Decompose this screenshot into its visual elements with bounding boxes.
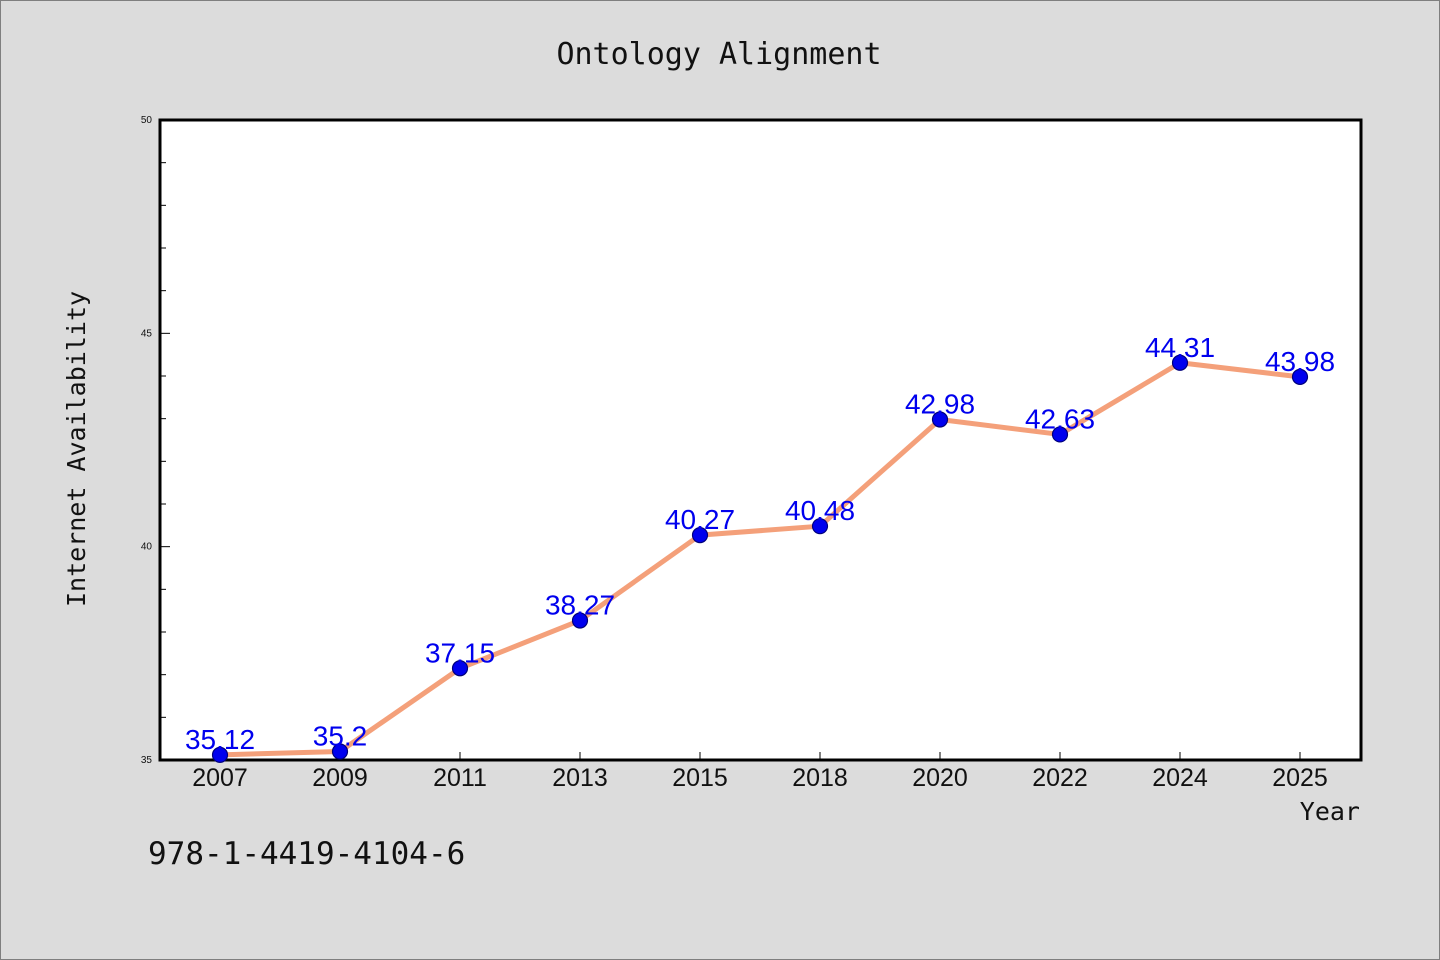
x-tick-label: 2011 xyxy=(433,764,487,792)
y-tick-label: 50 xyxy=(141,115,153,126)
data-point xyxy=(211,746,229,763)
series-layer xyxy=(211,354,1309,763)
y-axis-label: Internet Availability xyxy=(62,291,91,607)
y-tick-label: 35 xyxy=(141,755,153,766)
plot-area xyxy=(158,118,1363,762)
x-axis-ticks: 2007 2009 2011 2013 2015 2018 2020 2022 2024 2025 xyxy=(192,752,1328,792)
y-axis-ticks: 35 40 45 50 xyxy=(141,115,170,766)
data-labels: 35.12 35.2 37.15 38.27 40.27 40.48 42.98 42.63 4… xyxy=(185,332,1335,755)
data-label: 44.31 xyxy=(1145,332,1215,363)
data-label: 35.2 xyxy=(313,720,368,751)
data-label: 38.27 xyxy=(545,589,615,620)
x-tick-label: 2015 xyxy=(672,764,728,792)
y-tick-label: 40 xyxy=(141,542,153,553)
y-tick-label: 45 xyxy=(141,328,153,339)
data-label: 42.63 xyxy=(1025,403,1095,434)
data-label: 37.15 xyxy=(425,637,495,668)
data-label: 40.48 xyxy=(785,495,855,526)
data-label: 40.27 xyxy=(665,504,735,535)
data-point xyxy=(571,612,589,629)
isbn-footer: 978-1-4419-4104-6 xyxy=(148,836,465,872)
series-line xyxy=(217,360,1303,758)
x-tick-label: 2024 xyxy=(1152,764,1208,792)
x-tick-label: 2013 xyxy=(552,764,608,792)
data-point xyxy=(451,660,469,677)
x-tick-label: 2025 xyxy=(1272,764,1328,792)
data-label: 42.98 xyxy=(905,389,975,420)
x-tick-label: 2020 xyxy=(912,764,968,792)
chart-title: Ontology Alignment xyxy=(556,37,881,72)
data-point xyxy=(691,527,709,544)
x-tick-label: 2022 xyxy=(1032,764,1088,792)
x-tick-label: 2007 xyxy=(192,764,248,792)
x-tick-label: 2018 xyxy=(792,764,848,792)
data-point xyxy=(811,518,829,535)
x-axis-label: Year xyxy=(1300,797,1360,826)
data-point xyxy=(1291,368,1309,385)
data-label: 43.98 xyxy=(1265,346,1335,377)
data-point xyxy=(331,743,349,760)
data-point xyxy=(1051,426,1069,443)
data-label: 35.12 xyxy=(185,724,255,755)
x-tick-label: 2009 xyxy=(312,764,368,792)
data-point xyxy=(1171,354,1189,371)
data-point xyxy=(931,411,949,428)
